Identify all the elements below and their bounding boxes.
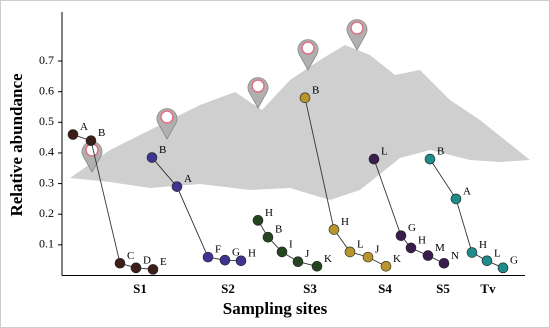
- point: [497, 262, 509, 274]
- point-label: H: [418, 234, 426, 246]
- point-label: F: [215, 244, 221, 256]
- point-label: I: [289, 238, 293, 250]
- point-label: A: [463, 185, 471, 197]
- point-label: G: [232, 247, 240, 259]
- point-label: C: [127, 250, 134, 262]
- point: [171, 181, 183, 192]
- point-label: K: [393, 253, 401, 265]
- point: [146, 152, 158, 163]
- y-tick-label: 0.3: [39, 175, 54, 189]
- point: [262, 231, 274, 243]
- point: [422, 250, 434, 261]
- point: [380, 261, 392, 272]
- point-label: L: [381, 146, 388, 158]
- point-label: K: [324, 253, 332, 265]
- mountain: [70, 45, 530, 200]
- y-tick-label: 0.5: [39, 114, 54, 128]
- x-tick-label: S3: [303, 281, 317, 296]
- point-label: B: [437, 146, 444, 158]
- point-label: D: [143, 254, 151, 266]
- x-tick-label: S1: [133, 281, 147, 296]
- point: [368, 153, 380, 165]
- y-tick-label: 0.4: [39, 145, 54, 159]
- point: [328, 224, 340, 235]
- point: [219, 254, 231, 266]
- point-label: B: [98, 127, 105, 139]
- point-label: J: [305, 248, 310, 260]
- point-label: E: [160, 256, 167, 268]
- point-label: A: [184, 173, 192, 185]
- point: [311, 261, 323, 272]
- x-tick-label: S2: [221, 281, 235, 296]
- point: [202, 251, 214, 263]
- point: [252, 215, 264, 226]
- point-label: B: [159, 144, 166, 156]
- y-tick-label: 0.1: [39, 237, 54, 251]
- point-label: B: [312, 84, 319, 96]
- point: [85, 135, 97, 146]
- point: [438, 257, 450, 269]
- x-tick-label: S5: [436, 281, 450, 296]
- point: [344, 246, 356, 258]
- point: [67, 129, 79, 140]
- point-label: H: [341, 216, 349, 228]
- y-tick-label: 0.2: [39, 206, 54, 220]
- point-label: G: [510, 254, 518, 266]
- point: [276, 246, 288, 258]
- point-label: M: [435, 242, 445, 254]
- point: [395, 230, 407, 241]
- point: [481, 255, 493, 267]
- point: [362, 251, 374, 263]
- point: [299, 92, 311, 104]
- x-tick-label: S4: [378, 281, 392, 296]
- x-axis-title: Sampling sites: [223, 299, 328, 318]
- x-tick-label: Tv: [480, 281, 496, 296]
- point-label: L: [357, 238, 364, 250]
- point-label: H: [479, 239, 487, 251]
- point-label: B: [275, 224, 282, 236]
- point-label: H: [248, 247, 256, 259]
- point: [466, 247, 478, 258]
- point-label: J: [375, 244, 380, 256]
- y-axis-title: Relative abundance: [7, 73, 26, 217]
- point-label: A: [80, 121, 88, 133]
- pins: [81, 19, 368, 173]
- point: [130, 262, 142, 274]
- point: [147, 264, 159, 275]
- point-label: H: [265, 207, 273, 219]
- point-label: N: [451, 250, 459, 262]
- y-tick-label: 0.6: [39, 83, 54, 97]
- point-label: L: [494, 247, 501, 259]
- point: [424, 153, 436, 165]
- point: [235, 255, 247, 267]
- y-tick-label: 0.7: [39, 53, 54, 67]
- point: [114, 257, 126, 269]
- point-label: G: [408, 222, 416, 234]
- point: [405, 242, 417, 254]
- point: [450, 193, 462, 205]
- point: [292, 256, 304, 268]
